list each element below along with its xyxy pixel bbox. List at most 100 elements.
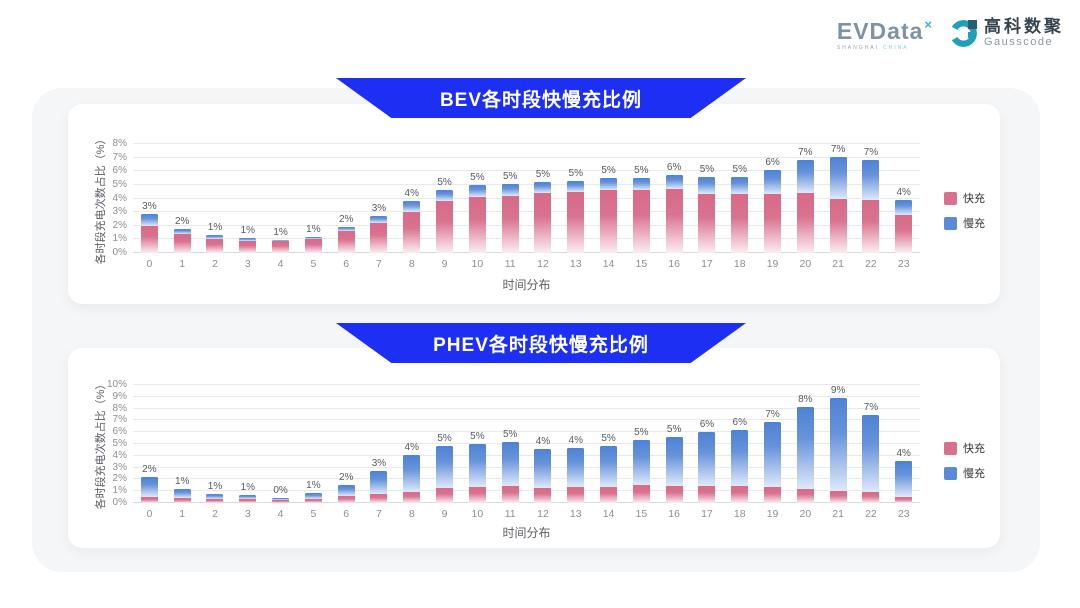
slow-charge-segment[interactable] xyxy=(567,447,585,488)
slow-charge-segment[interactable] xyxy=(304,237,322,240)
bar-stack[interactable] xyxy=(239,495,257,503)
fast-charge-segment[interactable] xyxy=(501,485,519,503)
bar-stack[interactable] xyxy=(600,446,618,503)
slow-charge-segment[interactable] xyxy=(698,432,716,487)
bar-stack[interactable] xyxy=(567,180,585,253)
bar-stack[interactable] xyxy=(239,238,257,253)
slow-charge-segment[interactable] xyxy=(239,495,257,500)
fast-charge-segment[interactable] xyxy=(600,190,618,253)
fast-charge-segment[interactable] xyxy=(239,499,257,503)
fast-charge-segment[interactable] xyxy=(764,487,782,503)
slow-charge-segment[interactable] xyxy=(468,184,486,198)
bar-stack[interactable] xyxy=(304,492,322,503)
fast-charge-segment[interactable] xyxy=(665,188,683,253)
slow-charge-segment[interactable] xyxy=(829,157,847,200)
bar-stack[interactable] xyxy=(403,454,421,503)
slow-charge-segment[interactable] xyxy=(567,180,585,192)
fast-charge-segment[interactable] xyxy=(534,193,552,253)
legend-item-fast-charge[interactable]: 快充 xyxy=(944,440,985,456)
fast-charge-segment[interactable] xyxy=(698,486,716,503)
fast-charge-segment[interactable] xyxy=(370,223,388,253)
slow-charge-segment[interactable] xyxy=(272,497,290,501)
bar-stack[interactable] xyxy=(698,176,716,253)
slow-charge-segment[interactable] xyxy=(403,454,421,493)
fast-charge-segment[interactable] xyxy=(337,495,355,503)
bar-stack[interactable] xyxy=(731,176,749,253)
slow-charge-segment[interactable] xyxy=(796,160,814,194)
slow-charge-segment[interactable] xyxy=(501,441,519,486)
bar-stack[interactable] xyxy=(665,436,683,503)
fast-charge-segment[interactable] xyxy=(173,498,191,503)
bar-stack[interactable] xyxy=(600,178,618,253)
fast-charge-segment[interactable] xyxy=(796,488,814,503)
bar-stack[interactable] xyxy=(272,497,290,503)
slow-charge-segment[interactable] xyxy=(862,414,880,493)
bar-stack[interactable] xyxy=(140,213,158,253)
slow-charge-segment[interactable] xyxy=(501,183,519,196)
fast-charge-segment[interactable] xyxy=(370,493,388,503)
bar-stack[interactable] xyxy=(862,414,880,503)
bar-stack[interactable] xyxy=(731,429,749,503)
legend-item-slow-charge[interactable]: 慢充 xyxy=(944,465,985,481)
fast-charge-segment[interactable] xyxy=(600,487,618,503)
fast-charge-segment[interactable] xyxy=(468,197,486,253)
bar-stack[interactable] xyxy=(501,183,519,253)
fast-charge-segment[interactable] xyxy=(698,194,716,253)
legend-item-slow-charge[interactable]: 慢充 xyxy=(944,215,985,231)
bar-stack[interactable] xyxy=(173,488,191,503)
bar-stack[interactable] xyxy=(337,485,355,503)
bar-stack[interactable] xyxy=(468,184,486,253)
fast-charge-segment[interactable] xyxy=(895,214,913,253)
bar-stack[interactable] xyxy=(272,240,290,253)
fast-charge-segment[interactable] xyxy=(436,201,454,253)
bar-stack[interactable] xyxy=(632,440,650,503)
fast-charge-segment[interactable] xyxy=(632,485,650,503)
bar-stack[interactable] xyxy=(829,157,847,253)
slow-charge-segment[interactable] xyxy=(764,169,782,195)
fast-charge-segment[interactable] xyxy=(468,487,486,503)
fast-charge-segment[interactable] xyxy=(173,233,191,253)
slow-charge-segment[interactable] xyxy=(173,228,191,234)
bar-stack[interactable] xyxy=(665,175,683,253)
bar-stack[interactable] xyxy=(140,477,158,503)
slow-charge-segment[interactable] xyxy=(370,216,388,224)
bar-stack[interactable] xyxy=(468,444,486,503)
bar-stack[interactable] xyxy=(173,228,191,253)
slow-charge-segment[interactable] xyxy=(173,488,191,499)
fast-charge-segment[interactable] xyxy=(829,199,847,253)
bar-stack[interactable] xyxy=(206,493,224,503)
slow-charge-segment[interactable] xyxy=(140,213,158,226)
bar-stack[interactable] xyxy=(304,237,322,253)
slow-charge-segment[interactable] xyxy=(534,448,552,488)
bar-stack[interactable] xyxy=(829,398,847,503)
slow-charge-segment[interactable] xyxy=(436,190,454,202)
bar-stack[interactable] xyxy=(632,178,650,253)
bar-stack[interactable] xyxy=(764,169,782,253)
fast-charge-segment[interactable] xyxy=(337,231,355,253)
slow-charge-segment[interactable] xyxy=(796,407,814,489)
slow-charge-segment[interactable] xyxy=(731,176,749,195)
fast-charge-segment[interactable] xyxy=(534,487,552,503)
bar-stack[interactable] xyxy=(370,216,388,253)
fast-charge-segment[interactable] xyxy=(829,490,847,503)
slow-charge-segment[interactable] xyxy=(698,176,716,195)
fast-charge-segment[interactable] xyxy=(403,212,421,253)
slow-charge-segment[interactable] xyxy=(337,485,355,496)
slow-charge-segment[interactable] xyxy=(862,160,880,200)
slow-charge-segment[interactable] xyxy=(895,199,913,215)
bar-stack[interactable] xyxy=(436,446,454,503)
slow-charge-segment[interactable] xyxy=(140,477,158,498)
legend-item-fast-charge[interactable]: 快充 xyxy=(944,190,985,206)
slow-charge-segment[interactable] xyxy=(436,446,454,488)
slow-charge-segment[interactable] xyxy=(403,201,421,213)
fast-charge-segment[interactable] xyxy=(501,195,519,253)
bar-stack[interactable] xyxy=(337,227,355,253)
bar-stack[interactable] xyxy=(698,432,716,503)
slow-charge-segment[interactable] xyxy=(895,460,913,498)
slow-charge-segment[interactable] xyxy=(206,235,224,240)
fast-charge-segment[interactable] xyxy=(567,487,585,503)
slow-charge-segment[interactable] xyxy=(665,436,683,487)
fast-charge-segment[interactable] xyxy=(436,487,454,503)
bar-stack[interactable] xyxy=(567,447,585,503)
bar-stack[interactable] xyxy=(895,199,913,253)
